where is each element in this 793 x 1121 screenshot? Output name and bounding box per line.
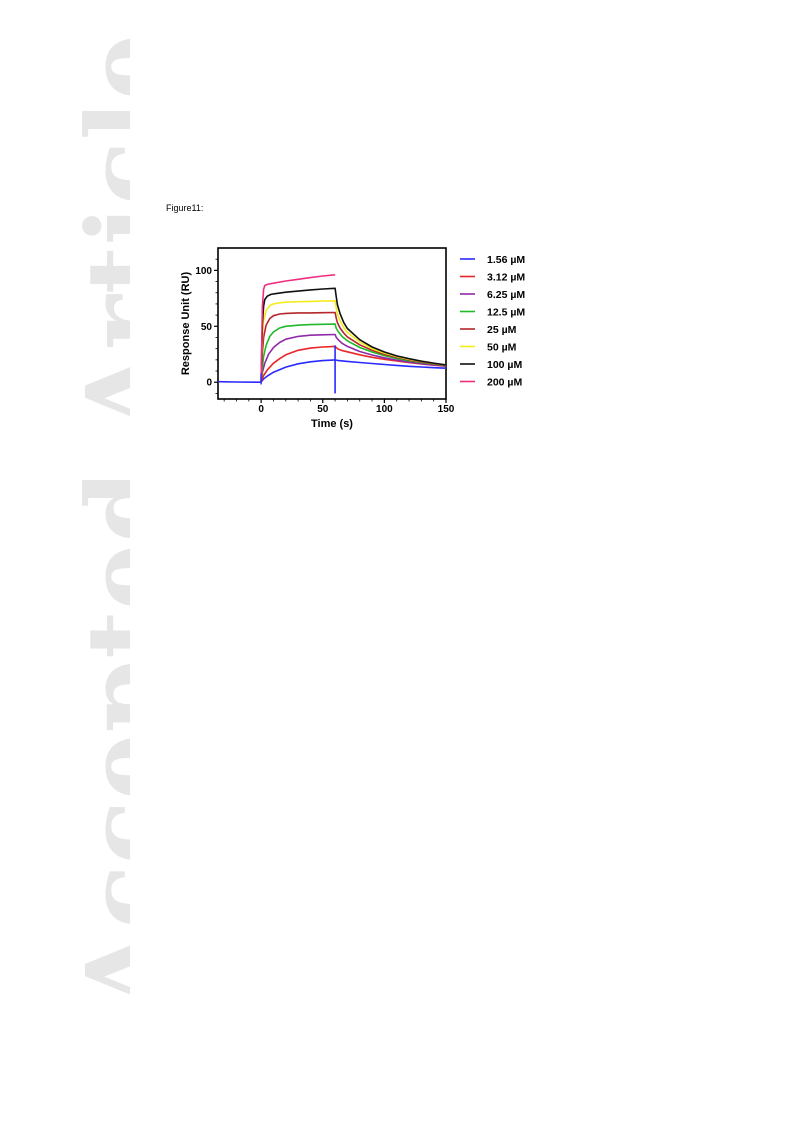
accepted-article-watermark: Accepted Article (0, 0, 130, 1121)
x-axis-label: Time (s) (311, 418, 353, 430)
x-tick-label: 150 (438, 404, 455, 415)
legend-label-1: 1.56 µM (487, 254, 525, 266)
legend-label-8: 200 µM (487, 377, 522, 389)
legend-label-5: 25 µM (487, 324, 517, 336)
y-tick-label: 0 (206, 378, 212, 389)
y-tick-label: 50 (201, 322, 213, 333)
x-tick-label: 100 (376, 404, 393, 415)
series-line-4 (260, 323, 446, 383)
legend-label-7: 100 µM (487, 359, 522, 371)
legend-label-6: 50 µM (487, 342, 517, 354)
y-tick-label: 100 (195, 266, 212, 277)
figure-label: Figure11: (166, 203, 204, 213)
series-line-5 (260, 311, 446, 383)
legend-label-4: 12.5 µM (487, 307, 525, 319)
series-line-3 (260, 333, 446, 383)
plot-frame (217, 247, 447, 400)
legend-label-3: 6.25 µM (487, 289, 525, 301)
y-axis-label: Response Unit (RU) (180, 272, 192, 376)
series-line-7 (260, 287, 446, 383)
sensorgram-chart: 0 50 100 150 0 50 100 Time (s) Response Unit (RU… (180, 247, 525, 430)
series-line-8 (260, 274, 336, 383)
legend-label-2: 3.12 µM (487, 272, 525, 284)
series-line-2 (260, 345, 446, 383)
x-tick-label: 0 (258, 404, 264, 415)
x-tick-label: 50 (317, 404, 329, 415)
watermark-text: Accepted Article (63, 32, 130, 1010)
